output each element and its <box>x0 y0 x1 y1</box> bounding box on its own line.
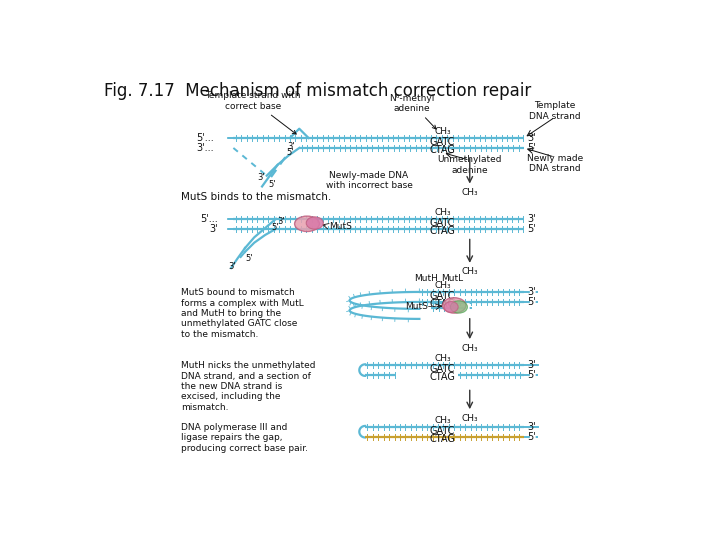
Text: 5': 5' <box>245 254 253 264</box>
Text: 3'...: 3'... <box>197 143 214 153</box>
Text: MutL: MutL <box>441 274 463 282</box>
Text: 5': 5' <box>269 180 276 190</box>
Text: Template strand with
correct base: Template strand with correct base <box>205 91 300 134</box>
Text: MutH: MutH <box>413 274 438 282</box>
Text: 3': 3' <box>527 287 536 297</box>
Text: CH₃: CH₃ <box>434 127 451 136</box>
Text: CTAG: CTAG <box>430 226 456 236</box>
Text: GATC: GATC <box>430 426 455 436</box>
Text: GATC: GATC <box>430 218 455 228</box>
Text: DNA polymerase III and
ligase repairs the gap,
producing correct base pair.: DNA polymerase III and ligase repairs th… <box>181 423 308 453</box>
Text: 5': 5' <box>527 143 536 153</box>
Text: 3': 3' <box>527 133 536 143</box>
Text: GATC: GATC <box>430 137 455 147</box>
Text: Newly-made DNA
with incorrect base: Newly-made DNA with incorrect base <box>325 171 413 190</box>
Text: MutH nicks the unmethylated
DNA strand, and a section of
the new DNA strand is
e: MutH nicks the unmethylated DNA strand, … <box>181 361 316 412</box>
Text: GATC: GATC <box>430 364 455 374</box>
Text: 3': 3' <box>258 173 265 182</box>
Text: 5': 5' <box>527 370 536 380</box>
Text: 3': 3' <box>527 214 536 224</box>
Text: Template
DNA strand: Template DNA strand <box>529 102 581 121</box>
Text: CH₃: CH₃ <box>462 267 478 276</box>
Text: N⁶-methyl
adenine: N⁶-methyl adenine <box>389 93 436 129</box>
Text: MutS binds to the mismatch.: MutS binds to the mismatch. <box>181 192 332 202</box>
Text: CTAG: CTAG <box>430 145 456 156</box>
Text: 5': 5' <box>527 431 536 442</box>
Text: CH₃: CH₃ <box>434 281 451 291</box>
Text: MutS: MutS <box>329 222 351 231</box>
Text: CTAG: CTAG <box>430 373 456 382</box>
Text: MutS bound to mismatch
forms a complex with MutL
and MutH to bring the
unmethyla: MutS bound to mismatch forms a complex w… <box>181 288 304 339</box>
Text: 3': 3' <box>527 422 536 431</box>
Text: 5': 5' <box>271 223 279 232</box>
Text: CTAG: CTAG <box>430 299 456 309</box>
Text: 5': 5' <box>287 148 294 157</box>
Ellipse shape <box>294 216 320 232</box>
Text: 3': 3' <box>277 218 285 226</box>
Text: MutS–: MutS– <box>405 302 433 312</box>
Ellipse shape <box>444 301 458 312</box>
Text: 3': 3' <box>288 142 295 151</box>
Text: Fig. 7.17  Mechanism of mismatch correction repair: Fig. 7.17 Mechanism of mismatch correcti… <box>104 82 531 100</box>
Ellipse shape <box>451 301 467 313</box>
Text: Newly made
DNA strand: Newly made DNA strand <box>527 154 583 173</box>
Text: CH₃: CH₃ <box>462 188 478 197</box>
Text: 3': 3' <box>210 224 218 234</box>
Text: 5'...: 5'... <box>200 214 218 224</box>
Text: CH₃: CH₃ <box>462 414 478 423</box>
Text: 3': 3' <box>228 262 235 271</box>
Text: 3': 3' <box>527 360 536 370</box>
Text: Unmethylated
adenine: Unmethylated adenine <box>438 155 502 174</box>
Text: 5': 5' <box>527 297 536 307</box>
Text: CH₃: CH₃ <box>434 208 451 217</box>
Text: 5'...: 5'... <box>197 133 214 143</box>
Text: 5': 5' <box>527 224 536 234</box>
Text: CH₃: CH₃ <box>434 416 451 425</box>
Text: CH₃: CH₃ <box>434 354 451 363</box>
Ellipse shape <box>443 298 466 313</box>
Ellipse shape <box>306 217 323 229</box>
Text: CH₃: CH₃ <box>462 343 478 353</box>
Text: CTAG: CTAG <box>430 434 456 444</box>
Text: GATC: GATC <box>430 291 455 301</box>
